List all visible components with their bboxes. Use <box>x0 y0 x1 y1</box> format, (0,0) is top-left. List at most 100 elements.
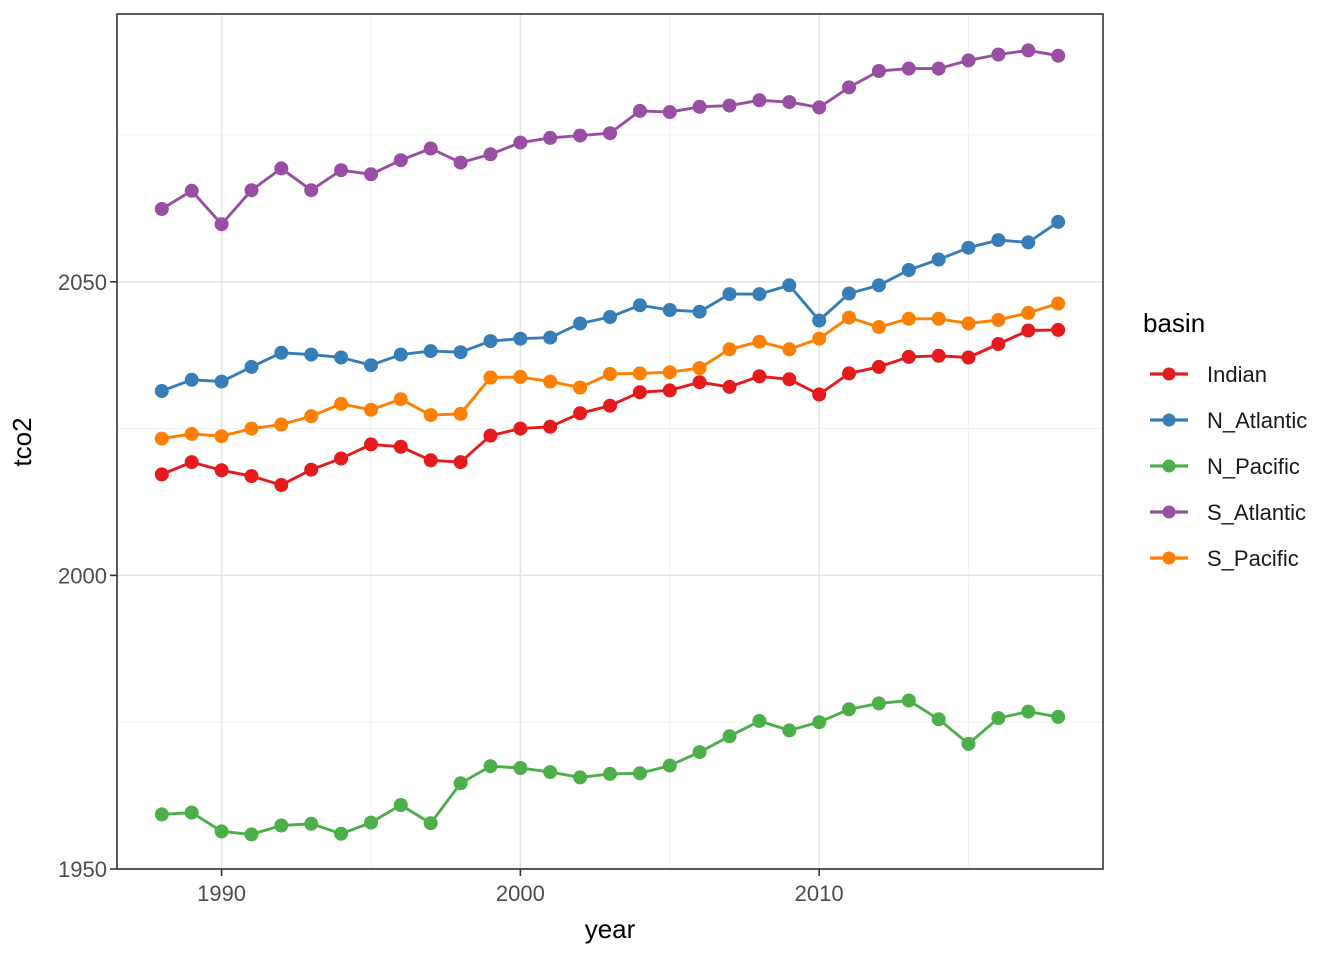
data-point <box>364 402 378 417</box>
y-axis-title: tco2 <box>7 417 37 466</box>
data-point <box>244 359 259 374</box>
data-point <box>543 765 558 780</box>
data-point <box>543 374 558 389</box>
x-axis-title: year <box>585 914 636 944</box>
data-point <box>752 287 767 302</box>
data-point <box>513 135 528 150</box>
data-point <box>961 316 976 331</box>
data-point <box>662 105 677 120</box>
data-point <box>453 345 468 360</box>
x-tick-label: 2010 <box>795 881 844 906</box>
series-n_atlantic <box>154 214 1066 398</box>
data-point <box>573 380 588 395</box>
legend-title: basin <box>1143 308 1205 338</box>
data-point <box>871 320 886 334</box>
data-point <box>453 455 468 470</box>
data-point <box>244 827 259 842</box>
x-tick-label: 1990 <box>197 881 246 906</box>
data-point <box>961 350 976 365</box>
data-point <box>513 761 528 775</box>
data-point <box>662 303 677 317</box>
data-point <box>184 805 199 820</box>
panel-border <box>116 13 1104 870</box>
data-point <box>1021 704 1036 719</box>
data-point <box>931 348 946 363</box>
legend-label: Indian <box>1207 362 1267 387</box>
data-point <box>692 361 707 376</box>
data-point <box>573 128 588 143</box>
data-point <box>513 369 528 384</box>
legend-item-s_atlantic: S_Atlantic <box>1150 500 1306 525</box>
data-point <box>842 702 856 717</box>
series-s_pacific <box>154 296 1066 446</box>
data-point <box>901 311 916 326</box>
data-point <box>423 141 438 156</box>
data-point <box>573 316 588 331</box>
legend-item-n_pacific: N_Pacific <box>1150 454 1300 479</box>
axes: 1990 2000 2010 1950 2000 2050 <box>58 270 844 906</box>
data-point <box>842 310 856 325</box>
data-point <box>214 463 229 478</box>
data-point <box>244 469 259 484</box>
data-point <box>1021 235 1036 250</box>
data-point <box>453 406 468 421</box>
data-point <box>393 153 408 168</box>
data-point <box>722 287 737 302</box>
data-point <box>812 100 827 115</box>
data-point <box>603 766 617 781</box>
data-point <box>244 183 259 198</box>
data-point <box>842 80 856 95</box>
data-point <box>184 372 199 387</box>
data-point <box>632 366 647 381</box>
data-point <box>603 310 617 324</box>
data-point <box>722 342 737 357</box>
data-point <box>154 384 169 398</box>
data-point <box>573 406 588 421</box>
data-point <box>812 387 827 402</box>
data-point <box>991 312 1006 327</box>
data-point <box>722 98 737 113</box>
data-point <box>603 398 617 413</box>
data-point <box>364 167 378 182</box>
data-point <box>842 286 856 301</box>
data-point <box>632 385 647 400</box>
data-point <box>423 344 438 359</box>
data-point <box>871 359 886 374</box>
data-point <box>991 337 1006 351</box>
data-point <box>214 824 229 839</box>
data-point <box>274 478 289 492</box>
data-point <box>871 64 886 78</box>
data-point <box>1021 305 1036 320</box>
data-point <box>304 816 319 831</box>
data-point <box>184 183 199 198</box>
legend-key-point <box>1162 413 1176 427</box>
data-point <box>752 93 767 108</box>
data-point <box>274 345 289 360</box>
legend-label: N_Pacific <box>1207 454 1300 479</box>
data-point <box>154 431 169 446</box>
data-point <box>364 437 378 452</box>
data-point <box>334 350 349 365</box>
y-tick-label: 1950 <box>58 857 107 882</box>
x-tick-label: 2000 <box>496 881 545 906</box>
legend-key-point <box>1162 459 1176 473</box>
data-point <box>632 103 647 118</box>
data-point <box>1051 296 1066 311</box>
data-point <box>393 439 408 454</box>
data-point <box>901 263 916 277</box>
y-tick-label: 2050 <box>58 270 107 295</box>
data-point <box>334 826 349 841</box>
legend-item-n_atlantic: N_Atlantic <box>1150 408 1307 433</box>
data-point <box>334 451 349 466</box>
legend-item-s_pacific: S_Pacific <box>1150 546 1299 571</box>
data-point <box>812 331 827 346</box>
data-point <box>931 252 946 267</box>
data-point <box>662 365 677 380</box>
legend-key-point <box>1162 505 1176 519</box>
data-point <box>483 147 498 162</box>
data-point <box>513 331 528 346</box>
data-point <box>752 714 767 728</box>
data-point <box>364 358 378 373</box>
data-point <box>931 712 946 727</box>
data-point <box>214 217 229 232</box>
